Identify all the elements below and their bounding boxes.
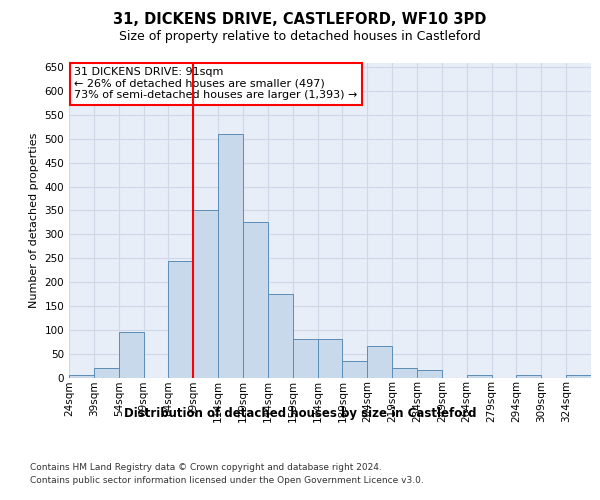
Bar <box>566 375 591 378</box>
Bar <box>517 375 541 378</box>
Bar <box>69 375 94 378</box>
Text: Size of property relative to detached houses in Castleford: Size of property relative to detached ho… <box>119 30 481 43</box>
Bar <box>417 370 442 378</box>
Text: Contains HM Land Registry data © Crown copyright and database right 2024.: Contains HM Land Registry data © Crown c… <box>30 462 382 471</box>
Y-axis label: Number of detached properties: Number of detached properties <box>29 132 39 308</box>
Bar <box>367 346 392 378</box>
Text: 31, DICKENS DRIVE, CASTLEFORD, WF10 3PD: 31, DICKENS DRIVE, CASTLEFORD, WF10 3PD <box>113 12 487 28</box>
Bar <box>317 340 343 378</box>
Bar <box>169 260 193 378</box>
Bar <box>94 368 119 378</box>
Text: Contains public sector information licensed under the Open Government Licence v3: Contains public sector information licen… <box>30 476 424 485</box>
Bar <box>218 134 243 378</box>
Bar <box>392 368 417 378</box>
Bar <box>268 294 293 378</box>
Text: Distribution of detached houses by size in Castleford: Distribution of detached houses by size … <box>124 408 476 420</box>
Bar <box>293 340 317 378</box>
Text: 31 DICKENS DRIVE: 91sqm
← 26% of detached houses are smaller (497)
73% of semi-d: 31 DICKENS DRIVE: 91sqm ← 26% of detache… <box>74 67 358 100</box>
Bar <box>343 361 367 378</box>
Bar <box>243 222 268 378</box>
Bar <box>119 332 143 378</box>
Bar <box>467 375 491 378</box>
Bar <box>193 210 218 378</box>
